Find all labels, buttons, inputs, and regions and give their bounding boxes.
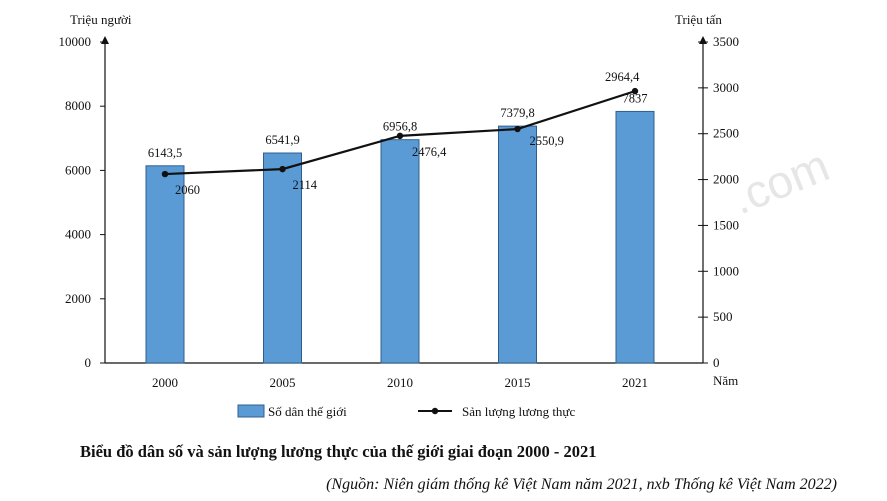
bar-value-label: 6143,5 (148, 146, 182, 160)
legend-swatch-bar (237, 404, 265, 418)
watermark: .com (724, 139, 836, 225)
chart-source: (Nguồn: Niên giám thống kê Việt Nam năm … (326, 476, 837, 493)
legend-label-bar: Số dân thế giới (268, 404, 347, 419)
x-axis-title: Năm (713, 373, 738, 388)
chart: .com 0 2000 4000 6000 8000 10000 0 500 1000 1500 2… (59, 12, 837, 419)
line-value-label: 2114 (293, 178, 318, 192)
bar (498, 125, 537, 364)
bar (615, 110, 655, 364)
bar-value-label: 7379,8 (500, 106, 534, 120)
x-tick-label: 2021 (622, 375, 648, 390)
chart-title: Biểu đồ dân số và sản lượng lương thực c… (80, 442, 597, 461)
x-tick-label: 2010 (387, 375, 413, 390)
bar (145, 165, 185, 364)
line-point (396, 132, 404, 140)
left-tick-label: 0 (85, 355, 92, 370)
line-value-label: 2964,4 (605, 70, 640, 84)
right-tick-label: 2500 (713, 126, 739, 141)
left-axis-title: Triệu người (70, 12, 132, 27)
line-point (631, 87, 639, 95)
bars-layer (145, 110, 655, 364)
bar-value-label: 7837 (623, 91, 648, 105)
labels-layer: 6143,5 6541,9 6956,8 7379,8 7837 2060 2114 2476… (148, 70, 648, 197)
line-point (514, 125, 521, 133)
line-value-label: 2476,4 (412, 145, 447, 159)
line-value-label: 2060 (175, 183, 200, 197)
line-point (279, 165, 286, 173)
x-tick-label: 2005 (270, 375, 296, 390)
bar (263, 152, 302, 364)
right-axis-title: Triệu tấn (675, 12, 722, 27)
legend: Số dân thế giới Sản lượng lương thực (237, 404, 575, 419)
line-layer (161, 87, 639, 178)
left-tick-label: 8000 (65, 98, 91, 113)
left-tick-label: 2000 (65, 291, 91, 306)
x-tick-label: 2015 (505, 375, 531, 390)
right-tick-label: 2000 (713, 172, 739, 187)
right-axis-arrow (699, 36, 707, 44)
legend-swatch-marker (431, 407, 439, 415)
left-tick-label: 10000 (59, 34, 92, 49)
right-tick-label: 500 (713, 309, 733, 324)
right-tick-label: 3500 (713, 34, 739, 49)
right-tick-label: 1000 (713, 263, 739, 278)
bar-value-label: 6956,8 (383, 120, 417, 134)
left-tick-label: 4000 (65, 227, 91, 242)
bar-value-label: 6541,9 (265, 133, 299, 147)
right-tick-label: 1500 (713, 217, 739, 232)
legend-label-line: Sản lượng lương thực (462, 404, 575, 419)
left-axis-arrow (101, 36, 109, 44)
bar (380, 139, 420, 364)
right-tick-label: 0 (713, 355, 720, 370)
axes: 0 2000 4000 6000 8000 10000 0 500 1000 1500 2000 25… (59, 12, 740, 390)
right-tick-label: 3000 (713, 80, 739, 95)
line-value-label: 2550,9 (530, 134, 564, 148)
left-tick-label: 6000 (65, 162, 91, 177)
x-tick-label: 2000 (152, 375, 178, 390)
line-point (161, 170, 169, 178)
